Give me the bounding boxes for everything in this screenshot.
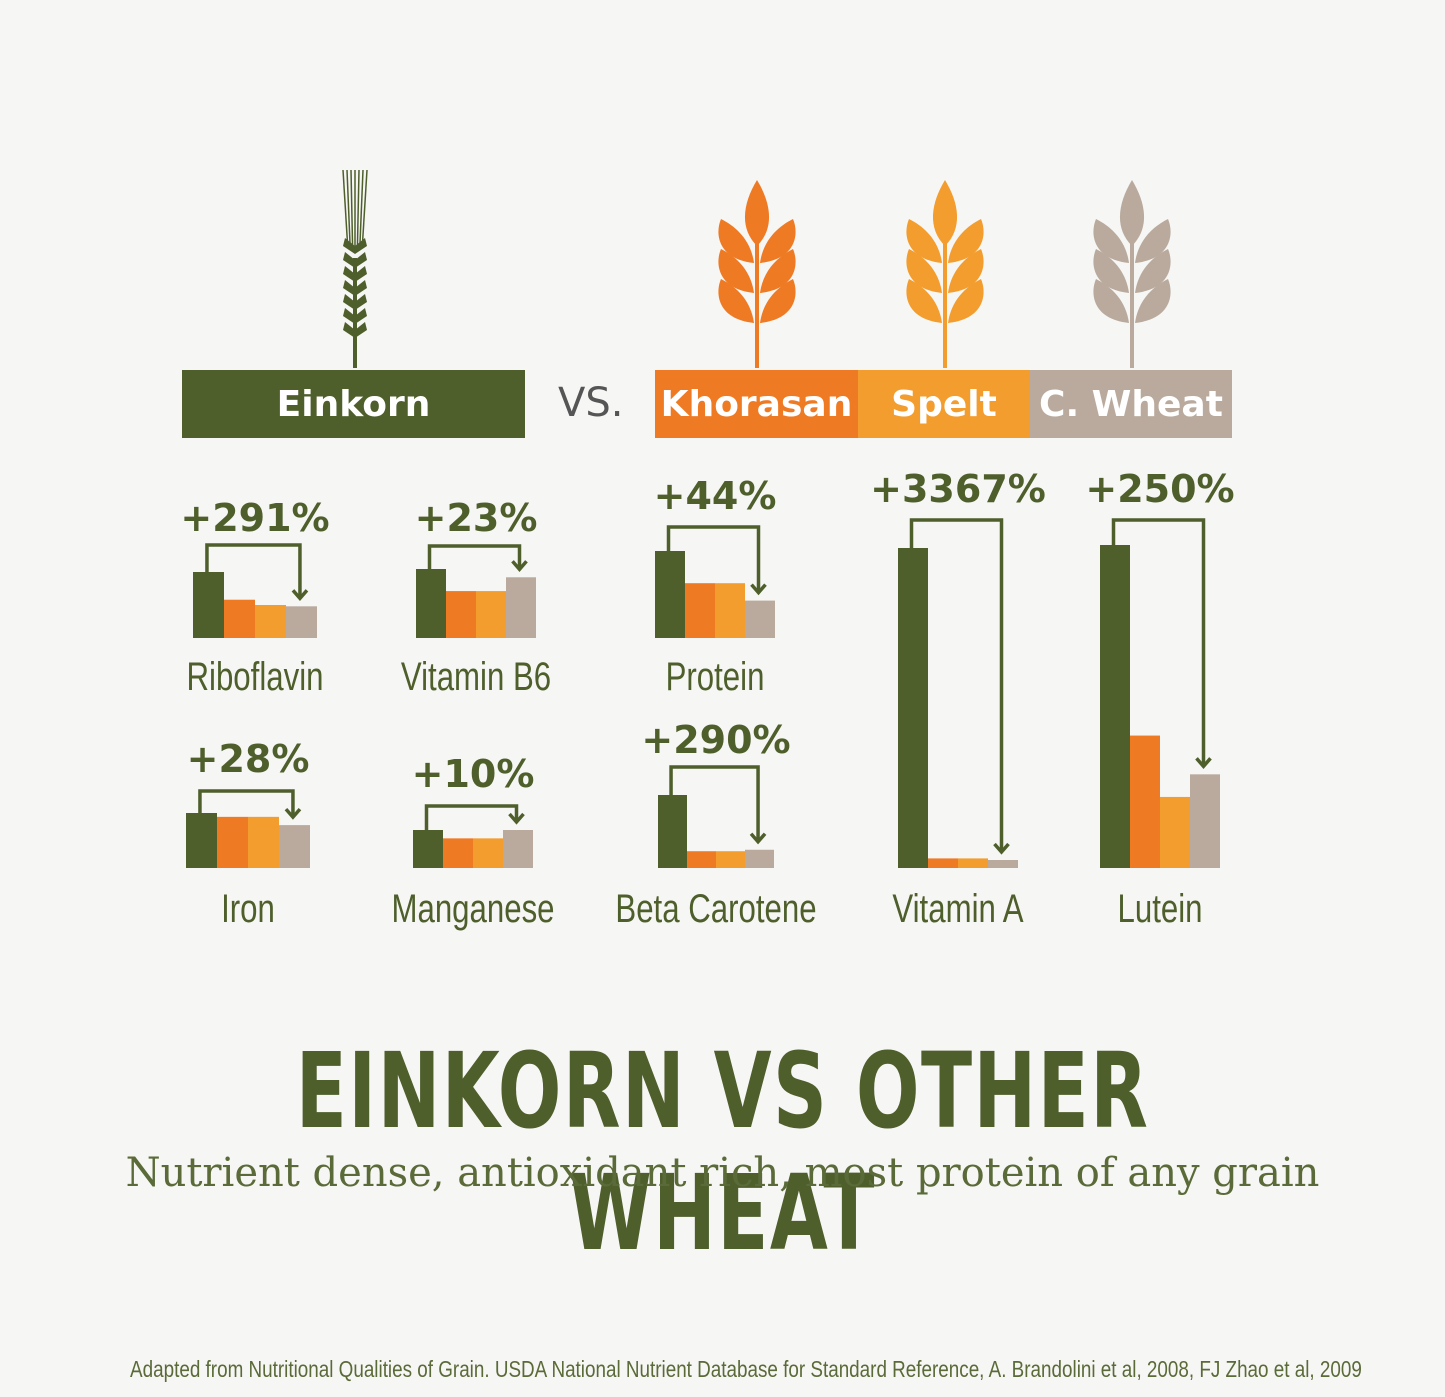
bar-c-wheat-7: [1190, 774, 1220, 868]
increase-label-6: +3367%: [870, 467, 1046, 511]
bar-khorasan-1: [446, 591, 476, 638]
source-footnote: Adapted from Nutritional Qualities of Gr…: [130, 1356, 1362, 1382]
arrow-head-1: [511, 560, 528, 572]
bar-khorasan-6: [928, 858, 958, 868]
nutrient-label-3: Iron: [221, 887, 275, 931]
bar-spelt-7: [1160, 796, 1190, 868]
bar-einkorn-4: [413, 830, 443, 868]
increase-label-0: +291%: [180, 496, 330, 540]
increase-label-1: +23%: [414, 496, 538, 540]
bar-c-wheat-3: [279, 825, 310, 868]
arrow-head-2: [750, 583, 767, 596]
spelt-wheat-icon: [906, 180, 984, 368]
legend-spelt: Spelt: [858, 370, 1030, 438]
bar-spelt-1: [476, 591, 506, 638]
nutrient-label-5: Beta Carotene: [615, 887, 817, 931]
bar-einkorn-1: [416, 569, 446, 638]
arrow-head-4: [508, 812, 525, 825]
increase-arrow-1: [427, 544, 522, 570]
bar-group-7: [1100, 518, 1220, 868]
bar-khorasan-0: [224, 599, 255, 638]
main-title: EINKORN VS OTHER WHEAT: [295, 1030, 1150, 1274]
arrow-head-3: [284, 807, 302, 820]
legend-einkorn-label: Einkorn: [276, 383, 431, 425]
bar-group-1: [416, 544, 536, 638]
einkorn-wheat-icon: [342, 169, 368, 368]
bar-spelt-6: [958, 858, 988, 868]
bar-group-4: [413, 804, 533, 868]
vs-label: VS.: [558, 380, 624, 426]
bar-c-wheat-1: [506, 577, 536, 638]
legend-cwheat-label: C. Wheat: [1039, 383, 1223, 425]
nutrient-label-6: Vitamin A: [892, 887, 1024, 931]
bar-khorasan-4: [443, 838, 473, 868]
bar-einkorn-7: [1100, 545, 1130, 868]
bar-group-5: [658, 765, 774, 868]
bar-c-wheat-5: [745, 849, 774, 868]
bar-group-3: [186, 789, 310, 868]
increase-label-2: +44%: [653, 474, 777, 518]
increase-arrow-2: [666, 525, 761, 593]
bar-group-6: [898, 518, 1018, 868]
legend-spelt-label: Spelt: [891, 383, 997, 425]
increase-label-3: +28%: [186, 737, 310, 781]
bar-spelt-0: [255, 605, 286, 638]
legend-cwheat: C. Wheat: [1030, 370, 1232, 438]
common-wheat-icon: [1093, 180, 1171, 368]
bar-einkorn-5: [658, 795, 687, 868]
nutrient-label-7: Lutein: [1117, 887, 1203, 931]
nutrient-label-4: Manganese: [391, 887, 555, 931]
bar-khorasan-5: [687, 851, 716, 868]
legend-khorasan: Khorasan: [655, 370, 858, 438]
khorasan-wheat-icon: [718, 180, 796, 368]
bar-einkorn-6: [898, 548, 928, 868]
arrow-head-5: [749, 832, 767, 845]
increase-arrow-4: [424, 804, 519, 830]
bar-c-wheat-4: [503, 830, 533, 868]
bar-einkorn-3: [186, 813, 217, 868]
bar-khorasan-3: [217, 816, 248, 868]
increase-arrow-0: [205, 543, 302, 599]
bar-c-wheat-2: [745, 600, 775, 638]
nutrient-label-1: Vitamin B6: [400, 655, 552, 699]
nutrient-bar-groups: [186, 518, 1220, 868]
bar-spelt-4: [473, 838, 503, 868]
bar-spelt-2: [715, 583, 745, 638]
increase-arrow-5: [669, 765, 760, 842]
bar-c-wheat-6: [988, 860, 1018, 868]
bar-group-0: [193, 543, 317, 638]
bar-spelt-5: [716, 851, 745, 868]
wheat-icons: [342, 169, 1171, 368]
increase-label-4: +10%: [411, 752, 535, 796]
increase-arrow-3: [198, 789, 295, 818]
increase-arrow-7: [1111, 518, 1206, 767]
legend-einkorn: Einkorn: [182, 370, 525, 438]
bar-khorasan-7: [1130, 735, 1160, 868]
bar-group-2: [655, 525, 775, 638]
bar-khorasan-2: [685, 583, 715, 638]
bar-spelt-3: [248, 816, 279, 868]
bar-einkorn-0: [193, 572, 224, 638]
nutrient-label-0: Riboflavin: [186, 655, 324, 699]
arrow-head-6: [993, 842, 1010, 855]
increase-label-7: +250%: [1085, 467, 1235, 511]
nutrient-label-2: Protein: [665, 655, 765, 699]
subtitle: Nutrient dense, antioxidant rich, most p…: [125, 1150, 1320, 1196]
bar-c-wheat-0: [286, 606, 317, 638]
increase-label-5: +290%: [641, 718, 791, 762]
arrow-head-0: [291, 589, 309, 601]
bar-einkorn-2: [655, 551, 685, 638]
arrow-head-7: [1195, 757, 1212, 769]
legend-khorasan-label: Khorasan: [660, 383, 853, 425]
increase-arrow-6: [909, 518, 1004, 852]
